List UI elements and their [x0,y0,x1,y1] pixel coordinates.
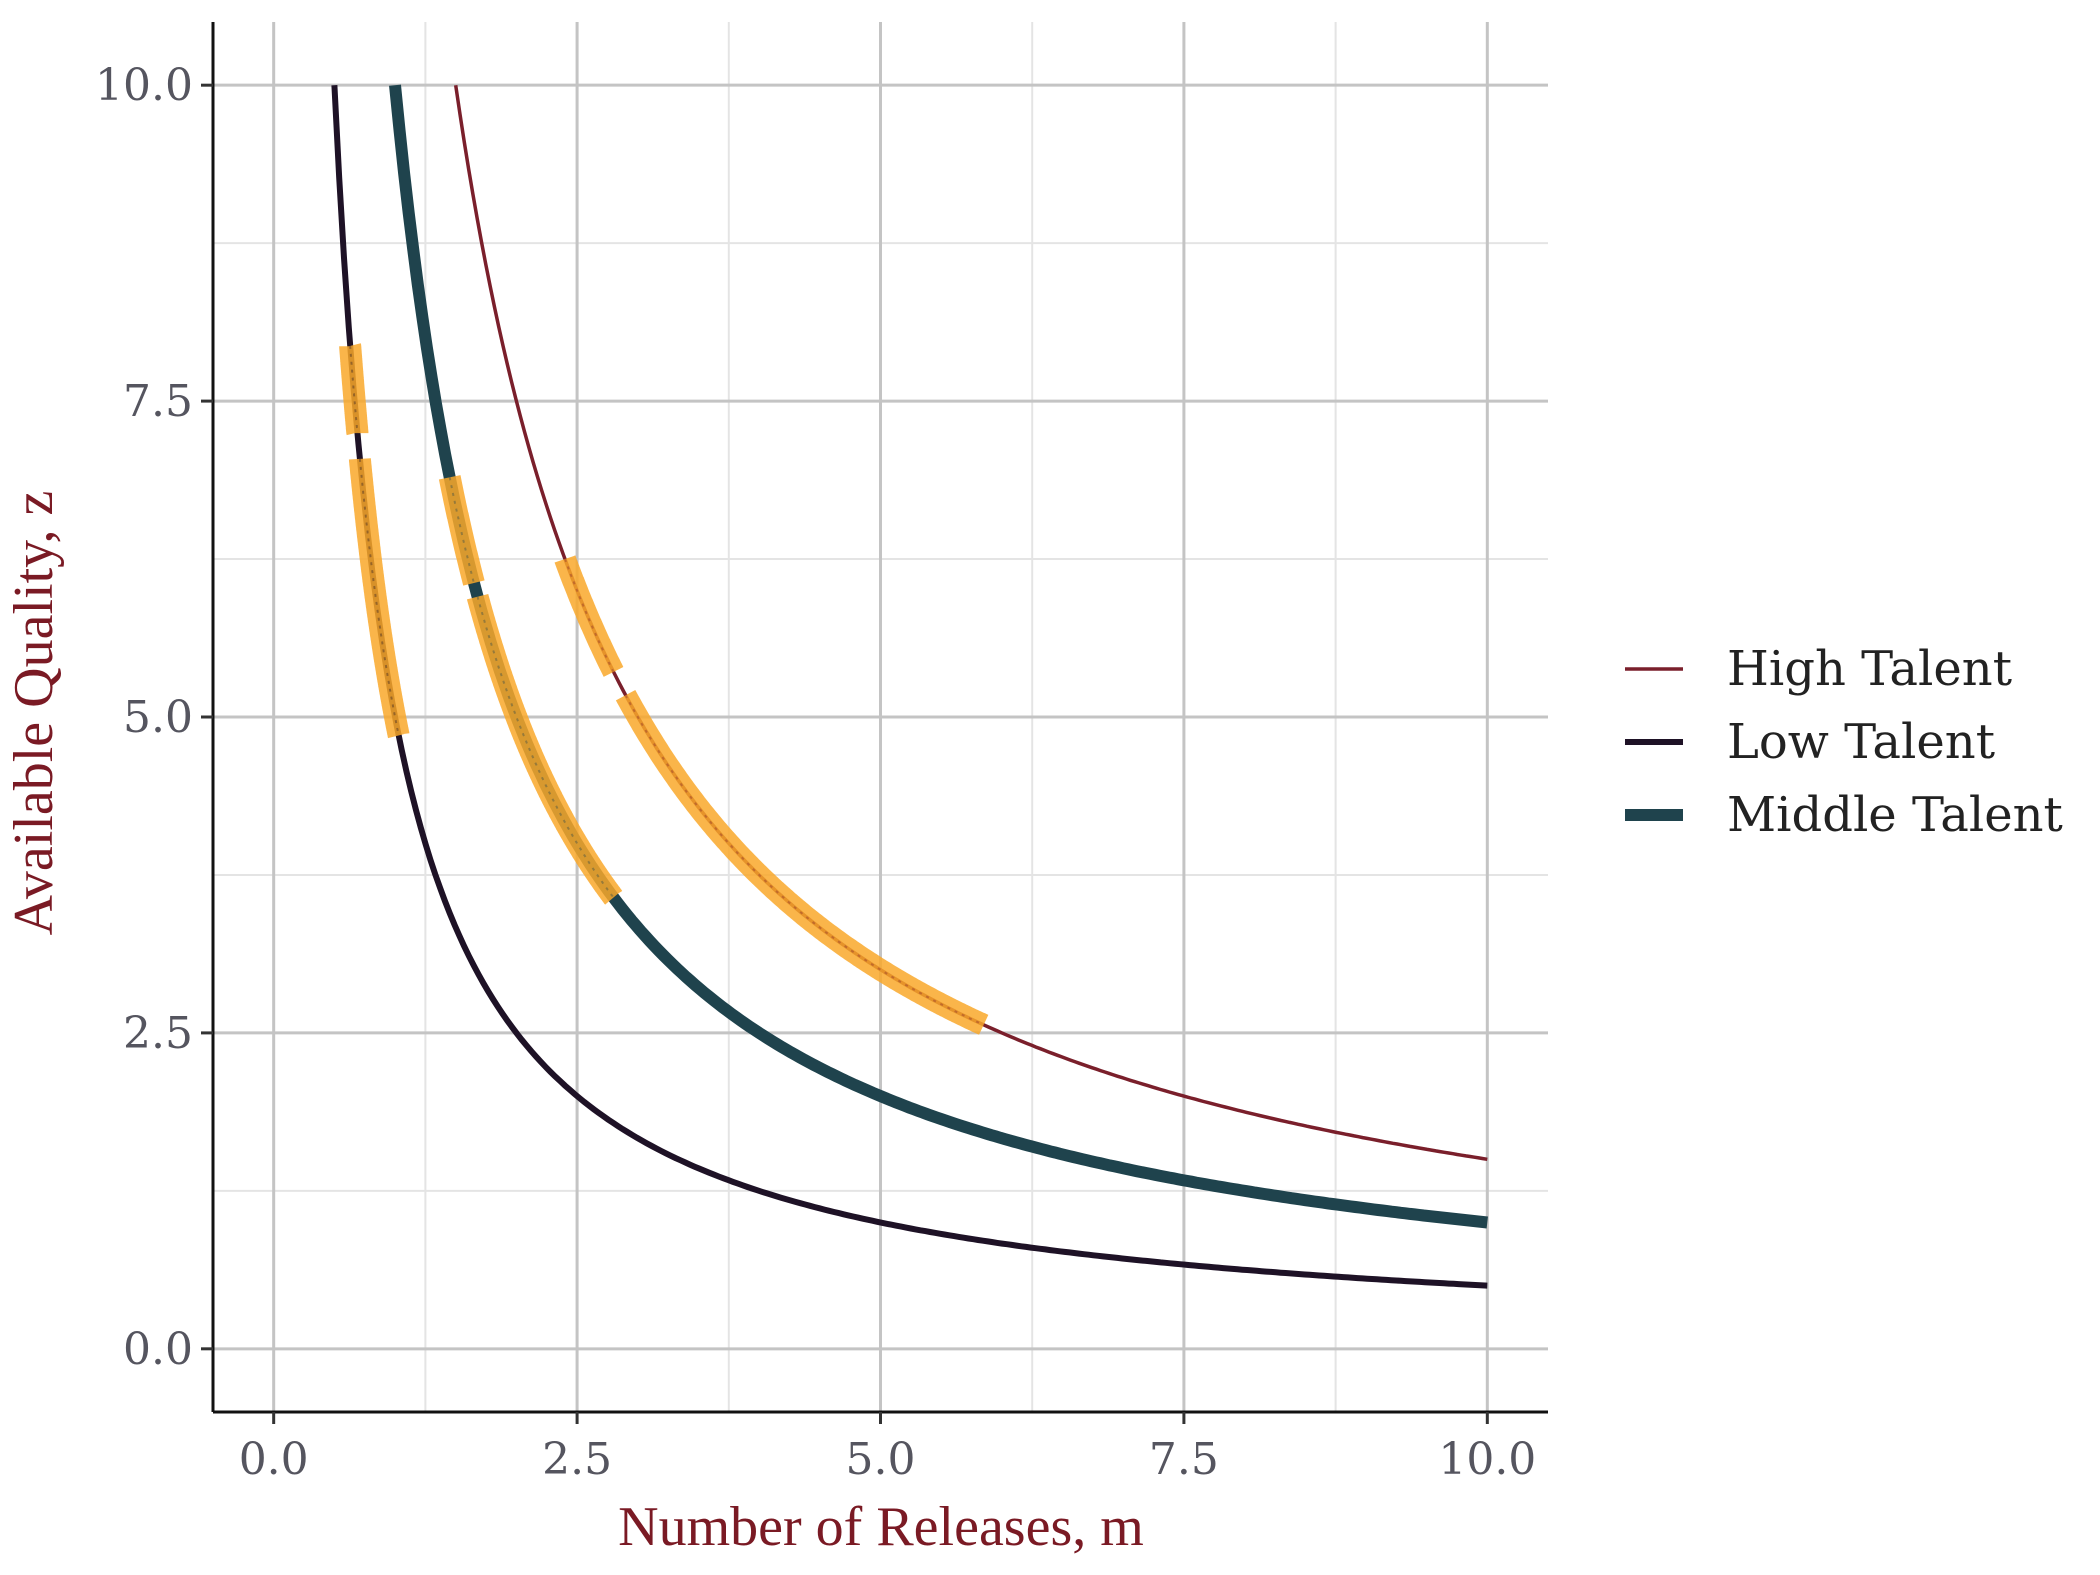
highlight-segment-high-talent [615,690,989,1035]
y-tick-label: 7.5 [123,376,193,427]
highlight-layer [339,343,989,1035]
y-tick-label: 0.0 [123,1324,193,1375]
highlight-segment-low-talent [339,343,369,436]
legend-label-middle-talent: Middle Talent [1727,787,2063,843]
y-tick-label: 5.0 [123,692,193,743]
y-tick-label: 2.5 [123,1008,193,1059]
legend-label-low-talent: Low Talent [1727,714,1995,770]
x-axis-title: Number of Releases, m [618,1496,1144,1558]
series-line-high-talent [453,84,1488,1162]
y-tick-label: 10.0 [95,60,193,111]
legend-label-high-talent: High Talent [1727,641,2012,697]
y-axis-title: Available Quality, z [3,491,65,936]
highlight-texture-low-talent [349,345,359,434]
legend: High Talent Low Talent Middle Talent [1625,641,2063,843]
highlight-texture-middle-talent [448,477,475,584]
grid [213,22,1548,1412]
series-line-low-talent [331,85,1488,1289]
highlight-segment-high-talent [554,555,624,677]
highlight-texture-high-talent [564,558,615,673]
x-tick-label: 5.0 [846,1434,916,1485]
series-line-middle-talent [389,84,1488,1229]
highlight-segment-middle-talent [438,475,485,586]
axes [201,22,1548,1424]
x-tick-label: 7.5 [1149,1434,1219,1485]
x-tick-label: 0.0 [239,1434,309,1485]
highlight-segment-low-talent [348,458,410,739]
highlight-texture-middle-talent [476,596,615,899]
x-tick-label: 10.0 [1438,1434,1536,1485]
tick-labels: 0.0 2.5 5.0 7.5 10.0 0.0 2.5 5.0 7.5 10.0 [95,60,1536,1485]
highlight-texture-high-talent [624,694,985,1026]
x-tick-label: 2.5 [542,1434,612,1485]
highlight-segment-middle-talent [466,594,623,905]
